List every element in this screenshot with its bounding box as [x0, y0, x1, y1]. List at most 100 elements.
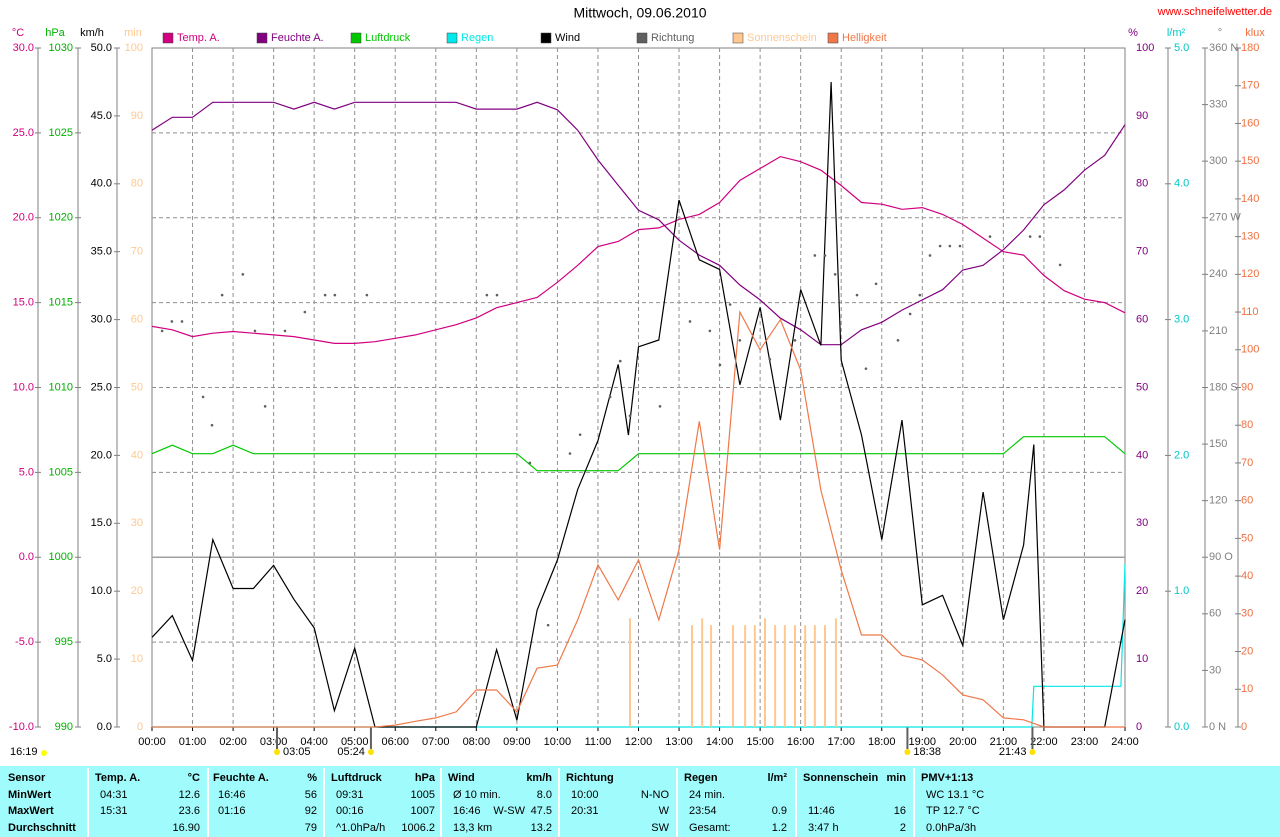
- y-tick-label: 60: [1136, 314, 1148, 326]
- y-tick-label: 50: [1241, 532, 1253, 544]
- y-tick-label: 0: [137, 721, 143, 733]
- y-tick-label: 60: [1209, 608, 1221, 620]
- y-tick-label: 1005: [49, 466, 73, 478]
- cell-value: 1005: [411, 789, 435, 801]
- time-icon: [367, 749, 374, 755]
- direction-dot: [253, 329, 257, 333]
- y-tick-label: 120: [1241, 268, 1259, 280]
- cell-time: 04:31: [100, 789, 128, 801]
- cell-time: 15:31: [100, 805, 128, 817]
- sunshine-bar: [793, 625, 796, 727]
- y-tick-label: 30.0: [13, 42, 34, 54]
- y-tick-label: 35.0: [91, 246, 112, 258]
- y-tick-label: 180 S: [1209, 381, 1238, 393]
- y-tick-label: 300: [1209, 155, 1227, 167]
- stats-panel: [0, 766, 1280, 837]
- direction-dot: [1038, 235, 1042, 238]
- x-tick-label: 22:00: [1030, 736, 1058, 748]
- section-unit: %: [307, 772, 317, 784]
- cell-time: 10:00: [571, 789, 599, 801]
- cell-time: 0.0hPa/3h: [926, 822, 976, 834]
- direction-dot: [855, 293, 859, 297]
- y-tick-label: 20.0: [91, 449, 112, 461]
- section-title: Sonnenschein: [803, 772, 878, 784]
- y-tick-label: 90: [1136, 110, 1148, 122]
- x-tick-label: 16:00: [787, 736, 815, 748]
- cell-time: 20:31: [571, 805, 599, 817]
- legend-label: Feuchte A.: [271, 32, 324, 44]
- sunshine-bar: [783, 625, 786, 727]
- cell-value: 16: [894, 805, 906, 817]
- section-title: Luftdruck: [331, 772, 383, 784]
- y-tick-label: 70: [1241, 457, 1253, 469]
- section-title: Richtung: [566, 772, 614, 784]
- y-tick-label: 25.0: [91, 381, 112, 393]
- legend-label: Luftdruck: [365, 32, 411, 44]
- y-tick-label: 4.0: [1174, 178, 1189, 190]
- direction-dot: [568, 452, 572, 455]
- series-line: [151, 155, 1126, 344]
- direction-dot: [918, 293, 922, 297]
- cell-time: WC 13.1 °C: [926, 789, 984, 801]
- y-tick-label: 30: [131, 517, 143, 529]
- time-label: 21:43: [999, 746, 1027, 758]
- cell-value: 47.5: [531, 805, 552, 817]
- x-tick-label: 18:00: [868, 736, 896, 748]
- cell-value: 23.6: [179, 805, 200, 817]
- sunshine-bar: [753, 625, 756, 727]
- y-tick-label: 0: [1241, 721, 1247, 733]
- direction-dot: [958, 244, 962, 248]
- y-tick-label: 0.0: [97, 721, 112, 733]
- y-tick-label: 90: [1241, 381, 1253, 393]
- x-tick-label: 01:00: [179, 736, 207, 748]
- x-tick-label: 04:00: [300, 736, 328, 748]
- x-tick-label: 14:00: [706, 736, 734, 748]
- direction-dot: [263, 405, 267, 408]
- legend-label: Sonnenschein: [747, 32, 817, 44]
- y-tick-label: 20.0: [13, 212, 34, 224]
- y-tick-label: 10: [1241, 683, 1253, 695]
- legend-swatch: [827, 32, 839, 44]
- direction-dot: [874, 282, 878, 286]
- section-title: Sensor: [8, 772, 46, 784]
- cell-value: 1006.2: [401, 822, 435, 834]
- cell-value: N-NO: [641, 789, 670, 801]
- y-tick-label: 180: [1241, 42, 1259, 54]
- x-tick-label: 21:00: [990, 736, 1018, 748]
- axis-unit: km/h: [80, 27, 104, 39]
- row-label: MaxWert: [8, 805, 54, 817]
- legend-swatch: [162, 32, 174, 44]
- corner-note: 16:19: [10, 746, 38, 758]
- y-tick-label: 90: [131, 110, 143, 122]
- y-tick-label: 50: [131, 381, 143, 393]
- x-tick-label: 11:00: [585, 736, 612, 748]
- direction-dot: [283, 329, 287, 333]
- x-tick-label: 05:00: [341, 736, 369, 748]
- direction-dot: [658, 405, 662, 408]
- section-title: Temp. A.: [95, 772, 140, 784]
- y-tick-label: 5.0: [19, 466, 34, 478]
- cell-time: 24 min.: [689, 789, 725, 801]
- time-label: 18:38: [913, 746, 941, 758]
- x-tick-label: 07:00: [422, 736, 450, 748]
- y-tick-label: 30: [1209, 664, 1221, 676]
- axis-unit: klux: [1245, 27, 1265, 39]
- y-tick-label: 0: [1136, 721, 1142, 733]
- direction-dot: [813, 254, 817, 257]
- y-tick-label: 70: [1136, 246, 1148, 258]
- legend-label: Helligkeit: [842, 32, 887, 44]
- section-unit: l/m²: [767, 772, 787, 784]
- direction-dot: [485, 293, 489, 297]
- y-tick-label: 20: [131, 585, 143, 597]
- legend-swatch: [540, 32, 552, 44]
- legend-swatch: [446, 32, 458, 44]
- time-label: 03:05: [283, 746, 311, 758]
- y-tick-label: 10.0: [91, 585, 112, 597]
- x-tick-label: 12:00: [625, 736, 653, 748]
- y-tick-label: 1030: [49, 42, 73, 54]
- cell-time: TP 12.7 °C: [926, 805, 980, 817]
- direction-dot: [908, 312, 912, 316]
- y-tick-label: 140: [1241, 193, 1259, 205]
- cell-time: 00:16: [336, 805, 364, 817]
- direction-dot: [728, 303, 732, 306]
